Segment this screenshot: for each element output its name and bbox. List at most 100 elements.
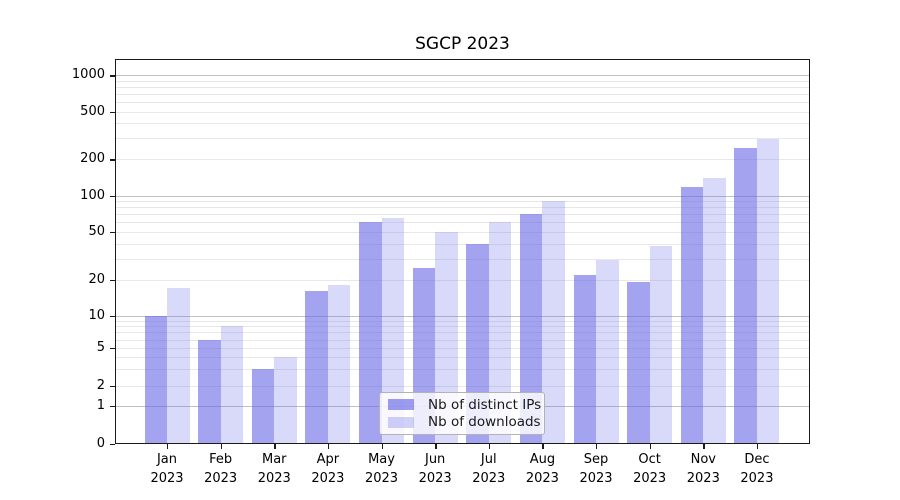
gridline-y-600 <box>115 102 810 104</box>
x-tick-label-sep: Sep 2023 <box>579 452 613 486</box>
x-tick-label-jul: Jul 2023 <box>472 452 506 486</box>
gridline-y-9 <box>115 320 810 322</box>
bar-downloads-jun <box>435 231 458 444</box>
x-tick-label-apr: Apr 2023 <box>311 452 345 486</box>
bar-distinct-ips-jan <box>144 316 167 444</box>
gridline-y-700 <box>115 94 810 96</box>
bar-downloads-aug <box>542 201 565 444</box>
x-tick-mark-may <box>381 444 383 449</box>
x-tick-label-aug: Aug 2023 <box>525 452 559 486</box>
y-tick-label-100: 100 <box>80 187 105 203</box>
y-tick-label-10: 10 <box>88 308 105 323</box>
x-tick-label-mar: Mar 2023 <box>257 452 291 486</box>
bar-downloads-oct <box>649 246 673 444</box>
x-tick-label-dec: Dec 2023 <box>740 452 774 486</box>
x-tick-mark-jul <box>488 444 491 449</box>
x-tick-mark-sep <box>596 444 598 449</box>
x-tick-label-oct: Oct 2023 <box>633 452 667 486</box>
x-tick-mark-feb <box>220 444 223 449</box>
y-tick-mark-1000 <box>110 75 115 77</box>
legend: Nb of distinct IPs Nb of downloads <box>379 392 545 435</box>
bar-distinct-ips-nov <box>680 187 704 444</box>
gridline-y-1000 <box>115 75 810 77</box>
gridline-y-50 <box>115 231 810 233</box>
bar-downloads-may <box>381 218 405 444</box>
y-tick-mark-2 <box>110 386 115 388</box>
bar-distinct-ips-may <box>359 222 382 444</box>
y-tick-label-200: 200 <box>80 151 105 167</box>
x-tick-mark-dec <box>756 444 759 449</box>
gridline-y-60 <box>115 222 810 224</box>
y-tick-label-5: 5 <box>96 340 105 355</box>
x-tick-mark-apr <box>327 444 330 449</box>
bar-distinct-ips-aug <box>519 214 543 444</box>
legend-item-distinct-ips: Nb of distinct IPs <box>388 397 541 413</box>
x-tick-mark-jan <box>167 444 169 449</box>
chart-title: SGCP 2023 <box>415 34 510 54</box>
bar-downloads-feb <box>220 326 244 444</box>
gridline-y-500 <box>115 111 810 113</box>
gridline-y-100 <box>115 195 810 197</box>
y-tick-mark-200 <box>110 159 115 161</box>
gridline-y-8 <box>115 326 810 328</box>
gridline-y-300 <box>115 138 810 140</box>
y-tick-mark-5 <box>110 348 115 350</box>
y-tick-mark-100 <box>110 195 115 198</box>
gridline-y-4 <box>115 357 810 359</box>
gridline-y-400 <box>115 123 810 125</box>
bar-distinct-ips-oct <box>627 282 650 444</box>
legend-label-distinct-ips: Nb of distinct IPs <box>428 396 542 413</box>
bar-downloads-nov <box>703 178 726 444</box>
gridline-y-90 <box>115 201 810 203</box>
y-tick-mark-0 <box>110 443 115 445</box>
x-tick-label-jan: Jan 2023 <box>150 452 184 486</box>
legend-item-downloads: Nb of downloads <box>388 414 541 430</box>
bar-downloads-apr <box>327 285 351 444</box>
bar-downloads-jan <box>167 288 190 444</box>
x-tick-mark-jun <box>435 444 437 449</box>
gridline-y-6 <box>115 339 810 341</box>
gridline-y-40 <box>115 243 810 245</box>
x-tick-mark-nov <box>703 444 705 449</box>
bar-downloads-mar <box>274 357 297 444</box>
gridline-y-10 <box>115 316 810 317</box>
gridline-y-800 <box>115 87 810 89</box>
gridline-y-900 <box>115 80 810 82</box>
legend-label-downloads: Nb of downloads <box>428 414 541 431</box>
y-tick-mark-500 <box>110 111 115 113</box>
y-tick-mark-1 <box>110 406 115 408</box>
bar-downloads-sep <box>596 260 619 444</box>
gridline-y-30 <box>115 258 810 260</box>
x-tick-label-nov: Nov 2023 <box>686 452 720 486</box>
y-tick-label-2: 2 <box>96 378 105 393</box>
gridline-y-7 <box>115 332 810 334</box>
bar-distinct-ips-feb <box>198 339 221 444</box>
bar-distinct-ips-dec <box>734 147 757 444</box>
x-tick-mark-aug <box>542 444 544 449</box>
x-tick-label-may: May 2023 <box>364 452 399 486</box>
gridline-y-200 <box>115 159 810 161</box>
y-tick-label-20: 20 <box>88 271 105 287</box>
x-tick-mark-mar <box>274 444 276 449</box>
y-tick-mark-10 <box>110 316 115 318</box>
gridline-y-2 <box>115 386 810 387</box>
y-tick-label-50: 50 <box>88 223 105 239</box>
gridline-y-3 <box>115 369 810 371</box>
gridline-y-80 <box>115 207 810 209</box>
y-tick-label-1000: 1000 <box>71 67 105 83</box>
gridline-y-20 <box>115 279 810 281</box>
x-tick-label-feb: Feb 2023 <box>204 452 238 486</box>
bar-distinct-ips-mar <box>251 369 275 444</box>
bar-downloads-jul <box>488 222 512 444</box>
y-tick-label-1: 1 <box>96 398 105 413</box>
y-tick-mark-50 <box>110 231 115 234</box>
bar-distinct-ips-apr <box>305 291 328 444</box>
x-tick-mark-oct <box>649 444 652 449</box>
bar-downloads-dec <box>756 139 780 444</box>
gridline-y-70 <box>115 214 810 216</box>
legend-swatch-downloads <box>388 416 414 428</box>
y-tick-mark-20 <box>110 279 115 282</box>
bar-distinct-ips-sep <box>573 274 597 444</box>
gridline-y-5 <box>115 348 810 349</box>
